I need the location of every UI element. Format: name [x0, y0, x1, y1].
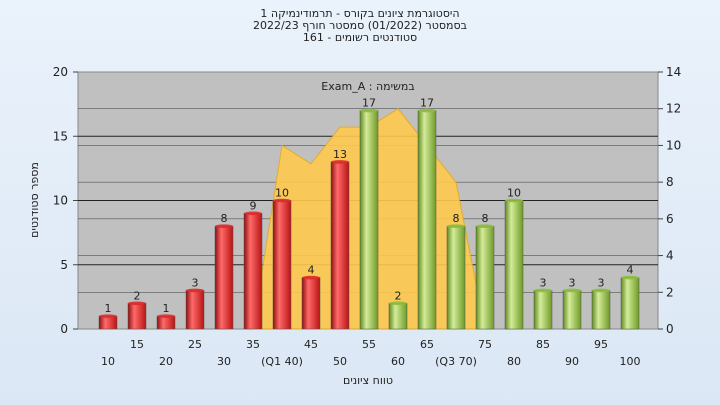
bar-value-label: 13 [333, 148, 347, 161]
bar [388, 303, 408, 330]
x-tick-label: 45 [304, 338, 318, 351]
bar [301, 277, 321, 330]
bar-top [244, 211, 262, 216]
in-chart-annotation: במשימה : Exam_A [321, 80, 414, 93]
x-tick-label: 50 [333, 355, 347, 368]
x-tick-label: 90 [565, 355, 579, 368]
bar-top [360, 108, 378, 113]
bar-value-label: 2 [395, 289, 402, 302]
x-tick-label: 55 [362, 338, 376, 351]
chart-title: היסטוגרמת ציונים בקורס - תרמודינמיקה 1 [260, 7, 460, 20]
x-tick-label: 20 [159, 355, 173, 368]
bar [620, 277, 640, 330]
y2-tick-label: 10 [666, 138, 681, 152]
bar-value-label: 3 [540, 276, 547, 289]
bar-value-label: 1 [163, 302, 170, 315]
chart-titles: היסטוגרמת ציונים בקורס - תרמודינמיקה 1 ב… [0, 8, 720, 44]
y2-tick-label: 2 [666, 285, 674, 299]
bar-top [99, 314, 117, 318]
x-tick-label: 15 [130, 338, 144, 351]
x-tick-label: 85 [536, 338, 550, 351]
y2-tick-label: 6 [666, 212, 674, 226]
bar-top [592, 288, 610, 293]
y-tick-label: 15 [53, 129, 68, 143]
y-tick-label: 0 [60, 322, 68, 336]
y-tick-label: 20 [53, 65, 68, 79]
bar [591, 290, 611, 330]
bar [243, 213, 263, 330]
bar-value-label: 2 [134, 289, 141, 302]
bar [562, 290, 582, 330]
bar-top [273, 198, 291, 203]
x-tick-label: 10 [101, 355, 115, 368]
y-tick-label: 5 [60, 258, 68, 272]
x-tick-label: 65 [420, 338, 434, 351]
chart-subtitle: בסמסטר (01/2022) סמסטר חורף 2022/23 [253, 19, 467, 32]
bar-value-label: 10 [275, 187, 289, 200]
y2-tick-label: 0 [666, 322, 674, 336]
bar-value-label: 4 [308, 264, 315, 277]
bar [359, 110, 379, 330]
bar-value-label: 3 [569, 276, 576, 289]
bar-value-label: 8 [482, 212, 489, 225]
bar-value-label: 4 [627, 264, 634, 277]
bar-top [215, 224, 233, 228]
bar-value-label: 17 [362, 97, 376, 110]
x-tick-label: 80 [507, 355, 521, 368]
bar [127, 303, 147, 330]
bar [504, 200, 524, 330]
bar [446, 225, 466, 330]
y2-tick-label: 8 [666, 175, 674, 189]
bar-top [186, 288, 204, 293]
x-axis-title: טווח ציונים [343, 374, 393, 387]
bar-value-label: 1 [105, 302, 112, 315]
bar [272, 200, 292, 330]
bar-value-label: 9 [250, 199, 257, 212]
bar-value-label: 17 [420, 97, 434, 110]
x-tick-label: 25 [188, 338, 202, 351]
bar [533, 290, 553, 330]
y2-tick-label: 12 [666, 102, 681, 116]
bar-top [534, 288, 552, 293]
x-tick-label: 95 [594, 338, 608, 351]
bar [330, 161, 350, 330]
bar-top [302, 275, 320, 280]
bar-top [447, 224, 465, 228]
y2-tick-label: 14 [666, 65, 681, 79]
bar-value-label: 3 [192, 276, 199, 289]
x-tick-label: 35 [246, 338, 260, 351]
bar [475, 225, 495, 330]
bar-top [389, 301, 407, 306]
y-axis-title: מספר סטודנטים [28, 162, 41, 238]
bar [417, 110, 437, 330]
bar [98, 315, 118, 330]
bar-top [418, 108, 436, 113]
x-tick-label: 30 [217, 355, 231, 368]
x-tick-label: 100 [620, 355, 641, 368]
bar [185, 290, 205, 330]
bar [156, 315, 176, 330]
bar-top [505, 198, 523, 203]
bar-value-label: 8 [453, 212, 460, 225]
y-tick-label: 10 [53, 194, 68, 208]
bar-top [157, 314, 175, 318]
bar-value-label: 3 [598, 276, 605, 289]
bar-top [563, 288, 581, 293]
bar-top [621, 275, 639, 280]
x-tick-label: 75 [478, 338, 492, 351]
x-tick-label: 60 [391, 355, 405, 368]
x-tick-label: (Q3 70) [435, 355, 477, 368]
bar-top [476, 224, 494, 228]
bar [214, 225, 234, 330]
bar-value-label: 8 [221, 212, 228, 225]
bar-top [331, 160, 349, 164]
bar-value-label: 10 [507, 187, 521, 200]
bar-top [128, 301, 146, 306]
registered-students: סטודנטים רשומים - 161 [302, 31, 418, 44]
x-tick-label: (Q1 40) [261, 355, 303, 368]
y2-tick-label: 4 [666, 249, 674, 263]
